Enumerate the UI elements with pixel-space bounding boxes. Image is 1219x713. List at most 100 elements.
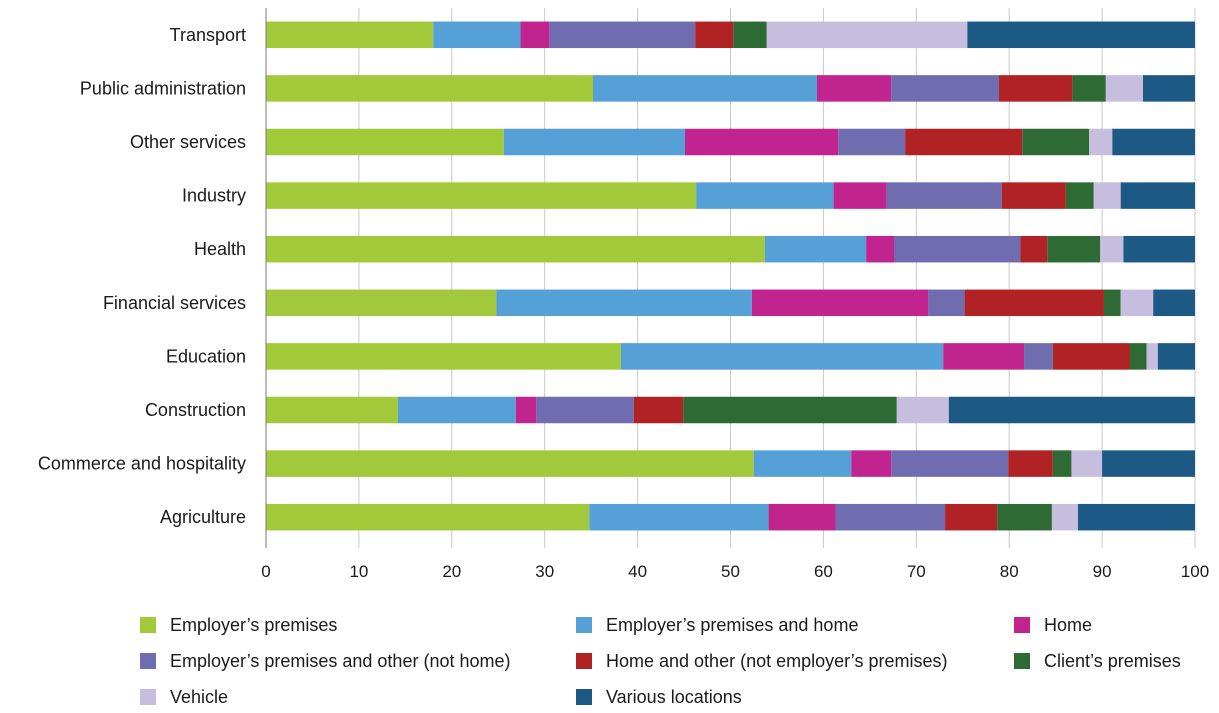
bar-segment	[838, 128, 906, 156]
category-label: Construction	[145, 400, 246, 420]
legend-item: Home and other (not employer’s premises)	[576, 648, 947, 674]
category-label: Other services	[130, 132, 246, 152]
x-tick-label: 70	[907, 562, 926, 581]
bar-segment	[1103, 289, 1121, 317]
x-tick-label: 10	[349, 562, 368, 581]
bar-segment	[997, 503, 1052, 531]
category-label: Agriculture	[160, 507, 246, 527]
legend-swatch	[576, 689, 592, 705]
bar-segment	[1093, 182, 1121, 209]
legend-item: Client’s premises	[1014, 648, 1181, 674]
x-tick-label: 30	[535, 562, 554, 581]
bar-segment	[266, 75, 594, 102]
bar-segment	[696, 182, 834, 209]
bar-segment	[1105, 75, 1143, 102]
bar-segment	[1129, 343, 1147, 370]
bar-segment	[496, 289, 752, 317]
bar-segment	[433, 21, 521, 49]
legend-label: Employer’s premises and other (not home)	[170, 650, 511, 671]
category-label: Transport	[170, 25, 246, 45]
bar-segment	[1146, 343, 1158, 370]
bar-segment	[1153, 289, 1195, 317]
bar-segment	[1102, 450, 1195, 477]
bar-segment	[593, 75, 817, 102]
bar-segment	[891, 75, 999, 102]
bar-segment	[266, 235, 765, 263]
bar-segment	[1120, 289, 1154, 317]
bar-segment	[266, 289, 497, 317]
bar-segment	[835, 503, 946, 531]
legend-swatch	[140, 689, 156, 705]
category-label: Health	[194, 239, 246, 259]
bar-segment	[695, 21, 734, 49]
bar-segment	[751, 289, 929, 317]
legend-label: Employer’s premises	[170, 614, 338, 635]
category-label: Education	[166, 346, 246, 366]
bar-segment	[894, 235, 1021, 263]
bar-segment	[896, 396, 949, 424]
bar-segment	[1123, 235, 1195, 263]
category-label: Commerce and hospitality	[38, 454, 246, 474]
bar-segment	[683, 396, 897, 424]
bar-segment	[620, 343, 944, 370]
bar-segment	[1157, 343, 1195, 370]
bar-segment	[1089, 128, 1113, 156]
legend-swatch	[140, 617, 156, 633]
bar-segment	[905, 128, 1023, 156]
bar-segment	[1052, 343, 1130, 370]
x-tick-label: 50	[721, 562, 740, 581]
bar-segment	[1001, 182, 1066, 209]
bar-segment	[266, 450, 754, 477]
category-label: Public administration	[80, 78, 246, 98]
bar-segment	[1052, 450, 1072, 477]
bar-segment	[833, 182, 887, 209]
bar-segment	[266, 21, 434, 49]
legend-label: Client’s premises	[1044, 650, 1181, 671]
bar-segment	[1024, 343, 1053, 370]
bar-segment	[1022, 128, 1090, 156]
legend-swatch	[1014, 653, 1030, 669]
bar-segment	[397, 396, 516, 424]
bar-segment	[503, 128, 685, 156]
legend-swatch	[1014, 617, 1030, 633]
bar-segment	[964, 289, 1104, 317]
bar-segment	[1047, 235, 1101, 263]
legend-item: Employer’s premises	[140, 612, 337, 638]
bar-segment	[1112, 128, 1195, 156]
x-tick-label: 20	[442, 562, 461, 581]
bar-segment	[866, 235, 895, 263]
bar-segment	[943, 343, 1025, 370]
bar-segment	[816, 75, 892, 102]
bar-segment	[266, 503, 590, 531]
x-tick-label: 80	[1000, 562, 1019, 581]
bar-segment	[1072, 75, 1106, 102]
legend-item: Employer’s premises and other (not home)	[140, 648, 511, 674]
bar-segment	[1020, 235, 1048, 263]
bar-segment	[1051, 503, 1078, 531]
legend-label: Home and other (not employer’s premises)	[606, 650, 948, 671]
legend-label: Employer’s premises and home	[606, 614, 859, 635]
bar-segment	[733, 21, 767, 49]
legend: Employer’s premises Employer’s premises a…	[140, 612, 1210, 712]
bar-segment	[766, 21, 968, 49]
legend-label: Vehicle	[170, 686, 229, 707]
x-tick-label: 90	[1093, 562, 1112, 581]
bar-segment	[536, 396, 634, 424]
bar-segment	[1065, 182, 1094, 209]
legend-item: Various locations	[576, 684, 742, 710]
category-label: Financial services	[103, 293, 246, 313]
bar-segment	[768, 503, 836, 531]
legend-label: Various locations	[606, 686, 742, 707]
bar-segment	[1077, 503, 1195, 531]
bar-segment	[945, 503, 998, 531]
x-tick-labels: 0 10 20 30 40 50 60 70 80 90 100	[261, 562, 1209, 581]
category-label: Industry	[182, 186, 246, 206]
bar-segment	[1142, 75, 1195, 102]
bar-segment	[1071, 450, 1103, 477]
bar-segment	[266, 182, 697, 209]
bar-segment	[928, 289, 965, 317]
x-tick-label: 40	[628, 562, 647, 581]
bars	[266, 21, 1195, 531]
bar-segment	[549, 21, 696, 49]
